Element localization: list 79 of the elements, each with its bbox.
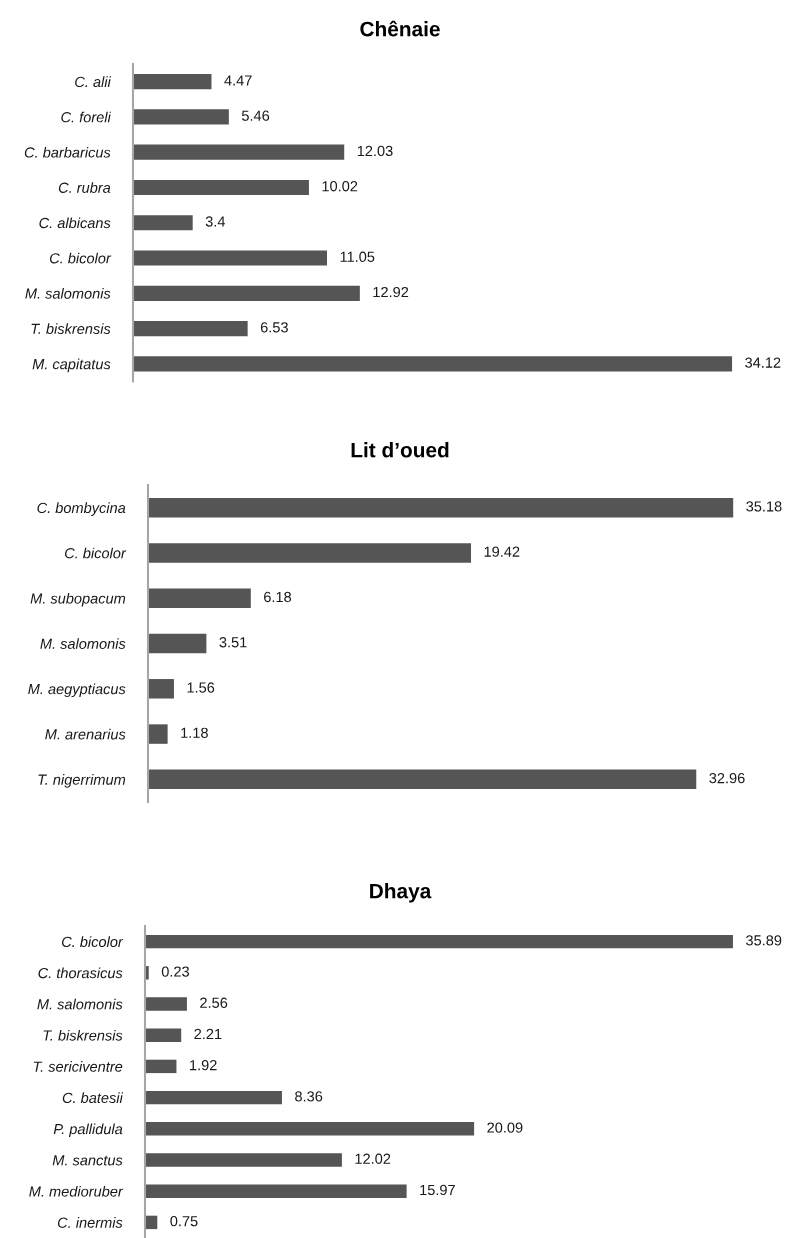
data-label: 12.02 xyxy=(355,1153,391,1164)
y-tick-label: T. nigerrimum xyxy=(38,774,126,788)
y-tick-label: C. inermis xyxy=(57,1217,123,1228)
y-tick-label: C. albicans xyxy=(39,217,111,229)
y-tick-label: M. medioruber xyxy=(29,1185,124,1197)
y-tick-label: C. bicolor xyxy=(64,547,127,559)
y-tick-label: C. alii xyxy=(75,76,112,88)
data-label: 4.47 xyxy=(224,75,252,86)
data-label: 15.97 xyxy=(420,1184,455,1196)
y-tick-label: C. bicolor xyxy=(61,936,124,948)
y-tick-label: P. pallidula xyxy=(53,1123,123,1138)
data-label: 3.51 xyxy=(219,637,247,648)
data-label: 6.53 xyxy=(260,322,288,333)
y-tick-label: M. aegyptiacus xyxy=(28,683,126,698)
y-tick-label: C. foreli xyxy=(61,111,112,123)
y-tick-label: C. thorasicus xyxy=(38,967,123,979)
data-label: 0.75 xyxy=(170,1215,198,1227)
data-label: 1.92 xyxy=(190,1059,217,1071)
data-label: 34.12 xyxy=(745,357,781,368)
bar xyxy=(133,144,345,160)
bar xyxy=(148,543,472,563)
bar xyxy=(148,633,207,654)
y-tick-label: M. salomonis xyxy=(25,288,111,299)
bar xyxy=(133,74,212,90)
y-tick-label: M. capitatus xyxy=(32,358,111,373)
y-tick-label: T. biskrensis xyxy=(31,323,111,335)
bar xyxy=(133,285,360,301)
data-label: 32.96 xyxy=(709,772,745,784)
y-tick-label: M. arenarius xyxy=(45,728,126,740)
bar xyxy=(148,769,697,790)
bar xyxy=(145,1153,342,1167)
y-tick-label: C. bombycina xyxy=(37,502,126,516)
y-tick-label: M. subopacum xyxy=(30,592,126,607)
data-label: 11.05 xyxy=(340,251,375,262)
bar xyxy=(148,497,734,518)
data-label: 12.92 xyxy=(373,286,409,298)
y-tick-label: T. sericiventre xyxy=(33,1061,123,1072)
bar xyxy=(133,250,328,266)
y-tick-label: M. salomonis xyxy=(37,998,123,1010)
bar xyxy=(145,1028,182,1042)
chart-title: Dhaya xyxy=(370,883,432,903)
y-tick-label: C. batesii xyxy=(62,1092,124,1104)
data-label: 2.56 xyxy=(200,997,228,1008)
bar xyxy=(148,679,174,699)
y-tick-label: C. bicolor xyxy=(49,252,112,264)
y-tick-label: C. barbaricus xyxy=(24,146,111,158)
y-tick-label: C. rubra xyxy=(58,182,111,193)
bar xyxy=(133,215,193,231)
data-label: 12.03 xyxy=(357,145,393,157)
data-label: 10.02 xyxy=(322,181,358,192)
chart-title: Chênaie xyxy=(360,20,440,37)
bar xyxy=(145,1122,475,1136)
y-tick-label: M. sanctus xyxy=(52,1155,123,1166)
data-label: 2.21 xyxy=(194,1028,222,1039)
bar xyxy=(145,1090,282,1105)
bar xyxy=(133,321,248,337)
bar xyxy=(145,1184,407,1198)
data-label: 5.46 xyxy=(241,110,270,121)
bar xyxy=(145,1059,177,1074)
data-label: 1.18 xyxy=(181,727,208,738)
y-tick-label: M. salomonis xyxy=(40,638,126,649)
y-tick-label: T. biskrensis xyxy=(43,1029,123,1041)
data-label: 1.56 xyxy=(187,682,215,693)
bar xyxy=(148,588,251,608)
bar xyxy=(145,997,187,1011)
data-label: 20.09 xyxy=(487,1122,523,1133)
bar xyxy=(133,109,229,125)
data-label: 0.23 xyxy=(161,966,190,977)
bar xyxy=(133,179,309,196)
data-label: 35.18 xyxy=(746,501,782,512)
data-label: 6.18 xyxy=(264,591,292,603)
bar xyxy=(145,934,733,949)
data-label: 3.4 xyxy=(205,216,226,227)
chart-title: Lit d’oued xyxy=(351,442,449,458)
data-label: 8.36 xyxy=(295,1091,323,1102)
bar xyxy=(148,724,168,744)
data-label: 35.89 xyxy=(746,935,782,946)
data-label: 19.42 xyxy=(484,546,520,557)
bar xyxy=(133,356,733,372)
